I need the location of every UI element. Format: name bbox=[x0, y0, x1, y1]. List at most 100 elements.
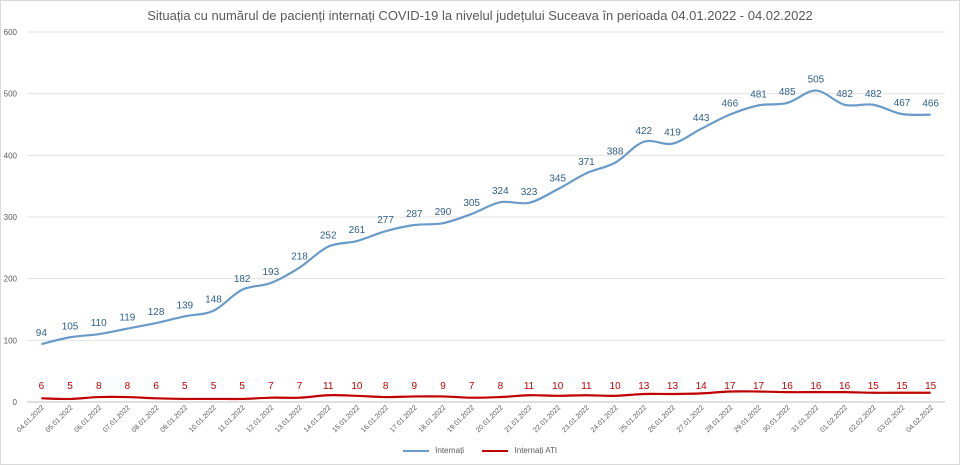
data-label-internati: 305 bbox=[463, 198, 480, 209]
data-label-internati: 110 bbox=[91, 318, 107, 329]
x-tick-label: 08.01.2022 bbox=[131, 404, 161, 434]
data-label-internati: 388 bbox=[607, 147, 624, 158]
x-tick-label: 30.01.2022 bbox=[762, 404, 792, 434]
x-tick-label: 06.01.2022 bbox=[73, 404, 103, 434]
x-tick-label: 10.01.2022 bbox=[188, 404, 218, 434]
legend-item-internati: Internați bbox=[402, 446, 465, 456]
x-tick-label: 18.01.2022 bbox=[418, 404, 448, 434]
data-label-internati: 287 bbox=[406, 209, 423, 220]
x-tick-label: 09.01.2022 bbox=[159, 404, 189, 434]
data-label-internati-ati: 16 bbox=[839, 381, 851, 392]
data-label-internati: 419 bbox=[664, 128, 681, 139]
data-label-internati-ati: 10 bbox=[351, 381, 363, 392]
data-label-internati-ati: 13 bbox=[667, 381, 679, 392]
data-label-internati-ati: 5 bbox=[182, 381, 188, 392]
y-tick-label: 100 bbox=[4, 336, 18, 345]
x-tick-label: 25.01.2022 bbox=[618, 404, 648, 434]
x-tick-label: 21.01.2022 bbox=[504, 404, 534, 434]
data-label-internati-ati: 5 bbox=[67, 381, 73, 392]
x-tick-label: 16.01.2022 bbox=[360, 404, 390, 434]
data-label-internati: 218 bbox=[291, 252, 308, 263]
y-tick-label: 200 bbox=[4, 275, 18, 284]
y-tick-label: 0 bbox=[13, 398, 18, 407]
data-label-internati-ati: 15 bbox=[868, 381, 880, 392]
data-label-internati: 290 bbox=[435, 207, 452, 218]
data-label-internati-ati: 7 bbox=[268, 381, 274, 392]
x-tick-label: 03.02.2022 bbox=[877, 404, 907, 434]
data-label-internati-ati: 9 bbox=[440, 381, 446, 392]
data-label-internati-ati: 8 bbox=[96, 381, 102, 392]
data-label-internati: 485 bbox=[779, 87, 796, 98]
data-label-internati: 481 bbox=[750, 89, 767, 100]
data-label-internati-ati: 11 bbox=[323, 381, 334, 392]
x-tick-label: 04.02.2022 bbox=[905, 404, 935, 434]
data-label-internati: 505 bbox=[808, 75, 825, 86]
data-label-internati: 324 bbox=[492, 186, 509, 197]
chart-legend: Internați Internați ATI bbox=[0, 446, 960, 455]
x-tick-label: 12.01.2022 bbox=[246, 404, 276, 434]
x-tick-label: 05.01.2022 bbox=[45, 404, 75, 434]
data-label-internati-ati: 7 bbox=[297, 381, 303, 392]
x-tick-label: 23.01.2022 bbox=[561, 404, 591, 434]
data-label-internati-ati: 10 bbox=[610, 381, 622, 392]
legend-swatch-internati-ati bbox=[482, 450, 509, 453]
data-label-internati-ati: 17 bbox=[753, 381, 765, 392]
data-label-internati: 193 bbox=[263, 267, 280, 278]
data-label-internati: 252 bbox=[320, 231, 337, 242]
data-label-internati: 467 bbox=[894, 98, 911, 109]
data-label-internati-ati: 6 bbox=[153, 381, 159, 392]
x-tick-label: 14.01.2022 bbox=[303, 404, 333, 434]
data-label-internati-ati: 8 bbox=[125, 381, 131, 392]
data-label-internati-ati: 14 bbox=[696, 381, 708, 392]
data-label-internati: 94 bbox=[36, 328, 48, 339]
data-label-internati-ati: 9 bbox=[412, 381, 418, 392]
legend-label-internati-ati: Internați ATI bbox=[514, 446, 558, 456]
legend-label-internati: Internați bbox=[435, 446, 465, 456]
data-label-internati: 345 bbox=[549, 173, 566, 184]
data-label-internati: 105 bbox=[62, 321, 79, 332]
x-tick-label: 20.01.2022 bbox=[475, 404, 505, 434]
chart-title: Situația cu numărul de pacienți internaț… bbox=[147, 8, 813, 23]
data-label-internati-ati: 7 bbox=[469, 381, 475, 392]
data-label-internati-ati: 11 bbox=[524, 381, 535, 392]
x-tick-label: 11.01.2022 bbox=[217, 404, 246, 433]
x-tick-label: 22.01.2022 bbox=[532, 404, 562, 434]
data-label-internati: 482 bbox=[865, 89, 882, 100]
x-tick-label: 13.01.2022 bbox=[274, 404, 304, 434]
data-label-internati: 182 bbox=[234, 274, 251, 285]
x-tick-label: 24.01.2022 bbox=[590, 404, 620, 434]
data-label-internati: 261 bbox=[349, 225, 366, 236]
x-tick-label: 19.01.2022 bbox=[446, 404, 476, 434]
data-label-internati: 482 bbox=[836, 89, 853, 100]
x-tick-label: 29.01.2022 bbox=[733, 404, 763, 434]
data-label-internati-ati: 17 bbox=[724, 381, 736, 392]
x-tick-label: 27.01.2022 bbox=[676, 404, 706, 434]
y-tick-label: 300 bbox=[4, 213, 18, 222]
x-tick-label: 15.01.2022 bbox=[332, 404, 362, 434]
data-label-internati: 466 bbox=[922, 99, 939, 110]
y-tick-label: 600 bbox=[4, 28, 18, 37]
data-label-internati: 148 bbox=[205, 295, 222, 306]
x-tick-label: 02.02.2022 bbox=[848, 404, 878, 434]
data-label-internati: 277 bbox=[377, 215, 394, 226]
data-label-internati-ati: 15 bbox=[896, 381, 908, 392]
data-label-internati-ati: 15 bbox=[925, 381, 937, 392]
data-label-internati: 422 bbox=[635, 126, 652, 137]
series-line-internati bbox=[41, 89, 931, 346]
legend-item-internati-ati: Internați ATI bbox=[482, 446, 557, 455]
data-label-internati-ati: 16 bbox=[810, 381, 822, 392]
data-label-internati-ati: 8 bbox=[498, 381, 504, 392]
data-label-internati: 323 bbox=[521, 187, 538, 198]
data-label-internati-ati: 11 bbox=[581, 381, 592, 392]
data-label-internati-ati: 13 bbox=[638, 381, 650, 392]
y-tick-label: 500 bbox=[4, 90, 18, 99]
data-label-internati: 466 bbox=[722, 99, 739, 110]
x-tick-label: 31.01.2022 bbox=[791, 404, 821, 434]
data-label-internati: 128 bbox=[148, 307, 165, 318]
data-label-internati-ati: 8 bbox=[383, 381, 389, 392]
legend-swatch-internati bbox=[402, 450, 429, 453]
data-label-internati: 119 bbox=[119, 313, 135, 324]
data-label-internati: 139 bbox=[176, 300, 193, 311]
